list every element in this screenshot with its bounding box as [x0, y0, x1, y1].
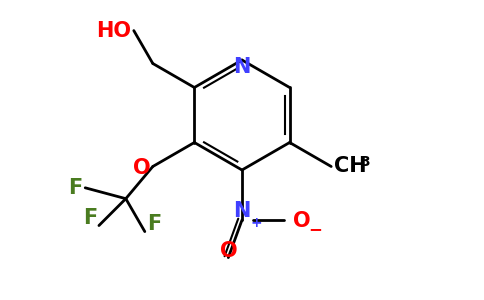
Text: N: N	[233, 201, 251, 221]
Text: 3: 3	[360, 154, 370, 169]
Text: O: O	[293, 211, 311, 231]
Text: N: N	[233, 57, 251, 77]
Text: +: +	[251, 216, 263, 230]
Text: O: O	[133, 158, 151, 178]
Text: −: −	[308, 220, 322, 238]
Text: O: O	[220, 241, 237, 261]
Text: CH: CH	[334, 157, 367, 176]
Text: F: F	[83, 208, 97, 227]
Text: F: F	[68, 178, 82, 198]
Text: F: F	[147, 214, 161, 234]
Text: HO: HO	[96, 21, 131, 40]
